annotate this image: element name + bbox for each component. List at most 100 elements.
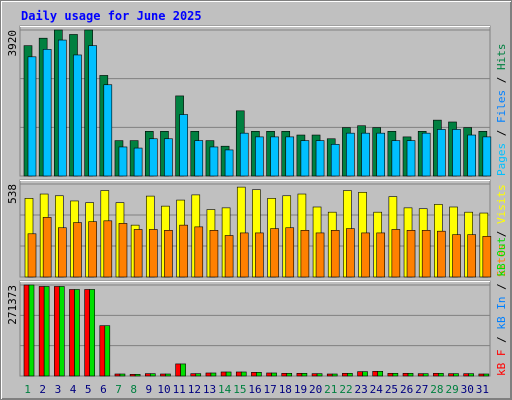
kb-out-bar: [210, 372, 217, 377]
x-tick-label: 30: [461, 383, 474, 396]
pages-bar: [421, 132, 431, 177]
kb-out-bar: [331, 373, 338, 377]
x-tick-label: 28: [430, 383, 443, 396]
kb-f-bar: [463, 373, 469, 377]
pages-bar: [270, 136, 279, 177]
kb-f-bar: [69, 289, 75, 377]
x-tick-label: 22: [339, 383, 352, 396]
kb-out-bar: [165, 373, 171, 377]
pages-bar: [391, 140, 401, 177]
pages-bar: [376, 132, 386, 177]
kb-out-bar: [119, 373, 126, 377]
kb-f-bar: [54, 286, 60, 377]
kb-f-bar: [342, 373, 348, 377]
pages-bar: [133, 147, 143, 177]
legend-entry: Visits: [495, 184, 508, 224]
pages-bar: [103, 84, 113, 177]
legend-entry: kB F: [495, 350, 508, 377]
legend-separator: /: [495, 224, 508, 244]
sites-bar: [118, 223, 128, 278]
kb-out-bar: [422, 373, 429, 377]
x-tick-label: 29: [445, 383, 458, 396]
kb-out-bar: [240, 371, 247, 377]
pages-bar: [467, 134, 476, 177]
kb-out-bar: [74, 289, 80, 377]
kb-out-bar: [225, 371, 232, 377]
legend-entry: Pages: [495, 143, 508, 176]
kb-out-bar: [468, 373, 474, 377]
kb-f-bar: [372, 371, 379, 377]
sites-bar: [482, 236, 492, 278]
kb-f-bar: [235, 371, 242, 377]
visits-panel-legend: Sites / Visits: [495, 184, 508, 277]
kb-f-bar: [220, 371, 227, 377]
kb-out-bar: [180, 363, 186, 377]
sites-bar: [42, 217, 52, 278]
sites-bar: [346, 228, 355, 278]
kb-f-bar: [251, 372, 257, 377]
pages-bar: [88, 45, 97, 177]
x-tick-label: 7: [115, 383, 122, 396]
x-tick-label: 8: [130, 383, 137, 396]
pages-bar: [118, 146, 128, 177]
sites-bar: [270, 228, 279, 278]
hits-panel-ymax-label: 3920: [6, 30, 19, 57]
x-tick-label: 2: [39, 383, 46, 396]
x-tick-label: 14: [218, 383, 232, 396]
pages-bar: [406, 140, 416, 177]
kb-out-bar: [301, 373, 308, 377]
sites-bar: [391, 229, 401, 278]
sites-bar: [209, 230, 219, 278]
kb-out-bar: [362, 371, 368, 377]
kb-out-bar: [104, 325, 111, 377]
x-tick-label: 3: [55, 383, 62, 396]
legend-entry: Hits: [495, 44, 508, 71]
x-tick-label: 16: [248, 383, 261, 396]
kb-f-bar: [175, 363, 181, 377]
chart-title: Daily usage for June 2025: [21, 9, 202, 23]
kb-f-bar: [387, 373, 394, 377]
sites-bar: [103, 220, 113, 278]
kb-f-bar: [114, 373, 121, 377]
pages-bar: [164, 138, 173, 177]
kb-f-bar: [448, 373, 454, 377]
pages-bar: [27, 56, 37, 177]
pages-bar: [209, 146, 219, 177]
legend-separator: /: [495, 123, 508, 143]
visits-panel-ymax-label: 538: [6, 184, 19, 204]
sites-bar: [88, 221, 97, 278]
pages-bar: [346, 132, 355, 177]
sites-bar: [376, 232, 386, 278]
sites-bar: [421, 230, 431, 278]
kb-out-bar: [134, 374, 141, 377]
sites-bar: [148, 229, 158, 278]
x-tick-label: 25: [385, 383, 398, 396]
pages-bar: [58, 39, 67, 177]
pages-bar: [73, 54, 82, 177]
sites-bar: [239, 232, 249, 278]
kb-out-bar: [286, 373, 293, 377]
kb-out-bar: [483, 373, 490, 377]
x-tick-label: 1: [24, 383, 31, 396]
x-tick-label: 18: [279, 383, 292, 396]
kb-out-bar: [59, 286, 65, 377]
sites-bar: [224, 235, 234, 278]
kb-f-bar: [402, 373, 409, 377]
kb-f-bar: [160, 373, 166, 377]
kb-f-bar: [326, 373, 333, 377]
pages-bar: [42, 49, 52, 177]
pages-bar: [255, 136, 264, 177]
pages-bar: [224, 149, 234, 177]
kb-f-bar: [190, 373, 197, 377]
sites-bar: [285, 227, 295, 278]
sites-bar: [194, 226, 204, 278]
sites-bar: [27, 233, 37, 278]
legend-entry: kB Out: [495, 237, 508, 277]
kb-f-bar: [357, 371, 363, 377]
kb-out-bar: [195, 373, 202, 377]
kb-out-bar: [28, 284, 35, 377]
volume-panel-legend: kB F / kB In / kB Out: [495, 237, 508, 376]
kb-f-bar: [144, 373, 151, 377]
x-tick-label: 15: [233, 383, 246, 396]
